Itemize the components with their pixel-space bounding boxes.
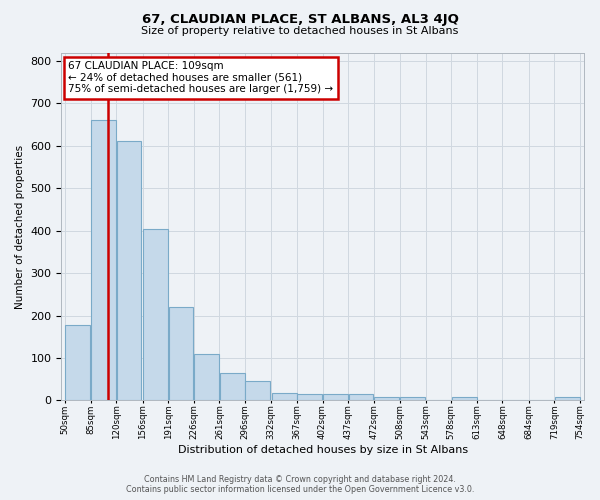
Bar [220,373,245,400]
Bar [452,398,476,400]
X-axis label: Distribution of detached houses by size in St Albans: Distribution of detached houses by size … [178,445,468,455]
Bar [374,398,399,400]
Bar [400,397,425,400]
Bar [169,308,193,400]
Bar [298,394,322,400]
Bar [143,230,168,400]
Text: 67 CLAUDIAN PLACE: 109sqm
← 24% of detached houses are smaller (561)
75% of semi: 67 CLAUDIAN PLACE: 109sqm ← 24% of detac… [68,61,334,94]
Bar [323,394,348,400]
Bar [349,394,373,400]
Bar [65,325,90,400]
Bar [116,140,142,400]
Bar [555,398,580,400]
Text: Size of property relative to detached houses in St Albans: Size of property relative to detached ho… [142,26,458,36]
Bar [272,393,296,400]
Bar [194,354,219,401]
Y-axis label: Number of detached properties: Number of detached properties [15,144,25,308]
Bar [245,382,270,400]
Text: Contains HM Land Registry data © Crown copyright and database right 2024.
Contai: Contains HM Land Registry data © Crown c… [126,474,474,494]
Text: 67, CLAUDIAN PLACE, ST ALBANS, AL3 4JQ: 67, CLAUDIAN PLACE, ST ALBANS, AL3 4JQ [142,12,458,26]
Bar [91,120,116,400]
